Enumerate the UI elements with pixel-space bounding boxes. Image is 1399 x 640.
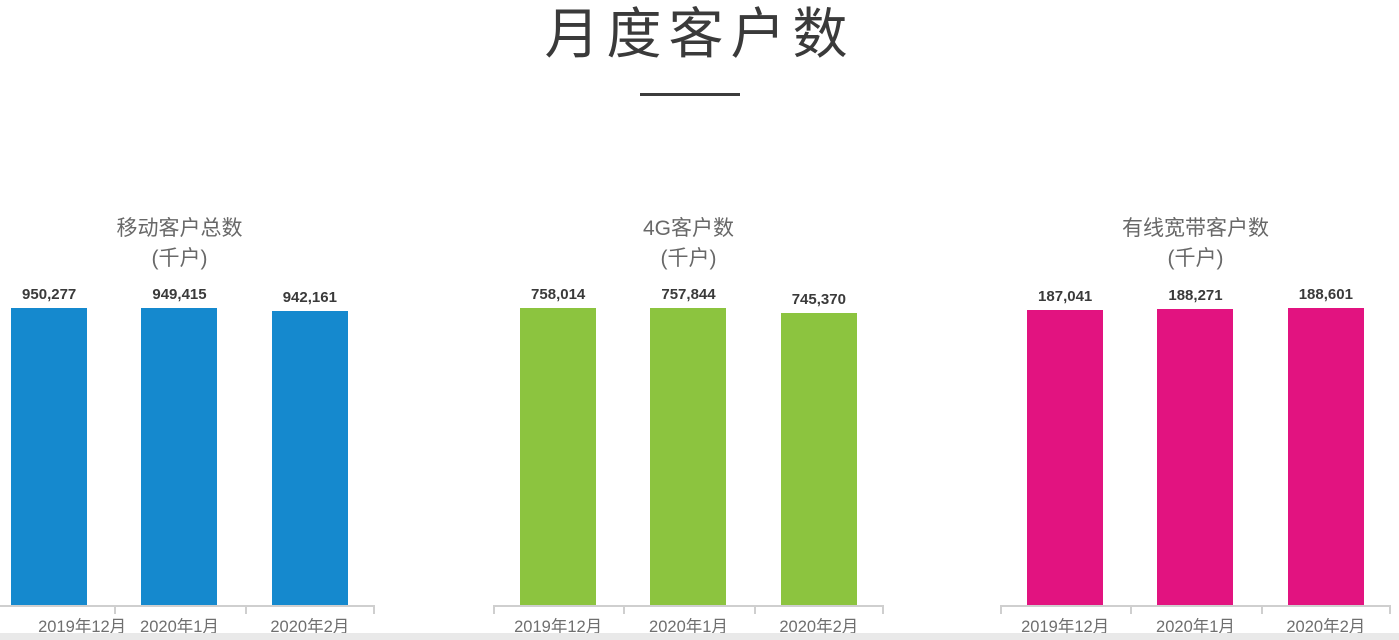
- bar: [650, 308, 727, 605]
- axis-tick: [753, 607, 756, 614]
- chart-title: 4G客户数: [642, 217, 734, 240]
- x-axis-label: 2020年2月: [270, 618, 350, 636]
- bar-value-label: 745,370: [791, 291, 846, 308]
- plot-area: 950,277 949,415 942,161: [0, 286, 375, 605]
- bar-value-label: 949,415: [152, 286, 207, 303]
- page-title: 月度客户数: [544, 3, 855, 65]
- bar-value-label: 757,844: [661, 286, 716, 303]
- x-axis: [0, 605, 375, 614]
- bar-value-label: 950,277: [22, 286, 77, 303]
- x-axis-labels: 2019年12月 2020年1月 2020年2月: [1000, 613, 1391, 637]
- plot-area: 187,041 188,271 188,601: [1000, 286, 1391, 605]
- chart-unit-label: (千户): [1167, 247, 1224, 270]
- bar: [141, 308, 218, 605]
- chart-title: 移动客户总数: [116, 217, 243, 240]
- bar-slot: 942,161: [245, 289, 375, 605]
- bar: [780, 313, 857, 605]
- axis-tick: [373, 607, 375, 614]
- x-axis-label: 2019年12月: [38, 618, 127, 636]
- axis-tick: [493, 607, 495, 614]
- bar-slot: 187,041: [1000, 288, 1130, 605]
- bar-slot: 757,844: [623, 286, 753, 605]
- bar-slot: 745,370: [754, 291, 884, 605]
- axis-tick: [1389, 607, 1391, 614]
- bar-value-label: 188,271: [1168, 287, 1223, 304]
- axis-tick: [1000, 607, 1002, 614]
- chart-group: 4G客户数 (千户) 758,014 757,844 745,370 2019年12月 20…: [493, 200, 884, 640]
- x-axis-label: 2020年1月: [649, 618, 728, 636]
- bar: [520, 308, 597, 605]
- x-axis-label: 2020年2月: [779, 618, 859, 636]
- x-axis-label: 2020年2月: [1286, 618, 1366, 636]
- bottom-edge-strip: [0, 633, 1399, 640]
- bar: [1287, 308, 1364, 605]
- x-axis-label: 2020年1月: [140, 618, 219, 636]
- bar: [271, 311, 348, 605]
- bar-slot: 949,415: [114, 286, 244, 605]
- x-axis-labels: 2019年12月 2020年1月 2020年2月: [493, 613, 884, 637]
- bar-slot: 188,601: [1261, 286, 1391, 605]
- title-divider: [640, 93, 740, 96]
- chart-unit-label: (千户): [660, 247, 717, 270]
- axis-tick: [1130, 607, 1133, 614]
- x-axis: [1000, 605, 1391, 614]
- x-axis: [493, 605, 884, 614]
- axis-tick: [114, 607, 117, 614]
- bar: [1027, 310, 1104, 605]
- x-axis-labels: 2019年12月 2020年1月 2020年2月: [0, 613, 375, 637]
- x-axis-label: 2019年12月: [1021, 618, 1110, 636]
- plot-area: 758,014 757,844 745,370: [493, 286, 884, 605]
- axis-tick: [244, 607, 247, 614]
- bar-value-label: 188,601: [1298, 286, 1353, 303]
- axis-tick: [882, 607, 884, 614]
- bar: [1157, 309, 1234, 605]
- chart-group: 移动客户总数 (千户) 950,277 949,415 942,161 2019年12月 2…: [0, 200, 375, 640]
- axis-tick: [1260, 607, 1263, 614]
- chart-title: 有线宽带客户数: [1122, 217, 1269, 240]
- axis-tick: [623, 607, 626, 614]
- bar-slot: 950,277: [0, 286, 114, 605]
- x-axis-label: 2019年12月: [514, 618, 603, 636]
- bar-value-label: 942,161: [282, 289, 337, 306]
- bar-slot: 188,271: [1130, 287, 1260, 605]
- chart-unit-label: (千户): [151, 247, 208, 270]
- bar-value-label: 758,014: [531, 286, 586, 303]
- bar-slot: 758,014: [493, 286, 623, 605]
- bar: [11, 308, 88, 605]
- x-axis-label: 2020年1月: [1156, 618, 1235, 636]
- chart-group: 有线宽带客户数 (千户) 187,041 188,271 188,601 2019年12月…: [1000, 200, 1391, 640]
- bar-value-label: 187,041: [1038, 288, 1093, 305]
